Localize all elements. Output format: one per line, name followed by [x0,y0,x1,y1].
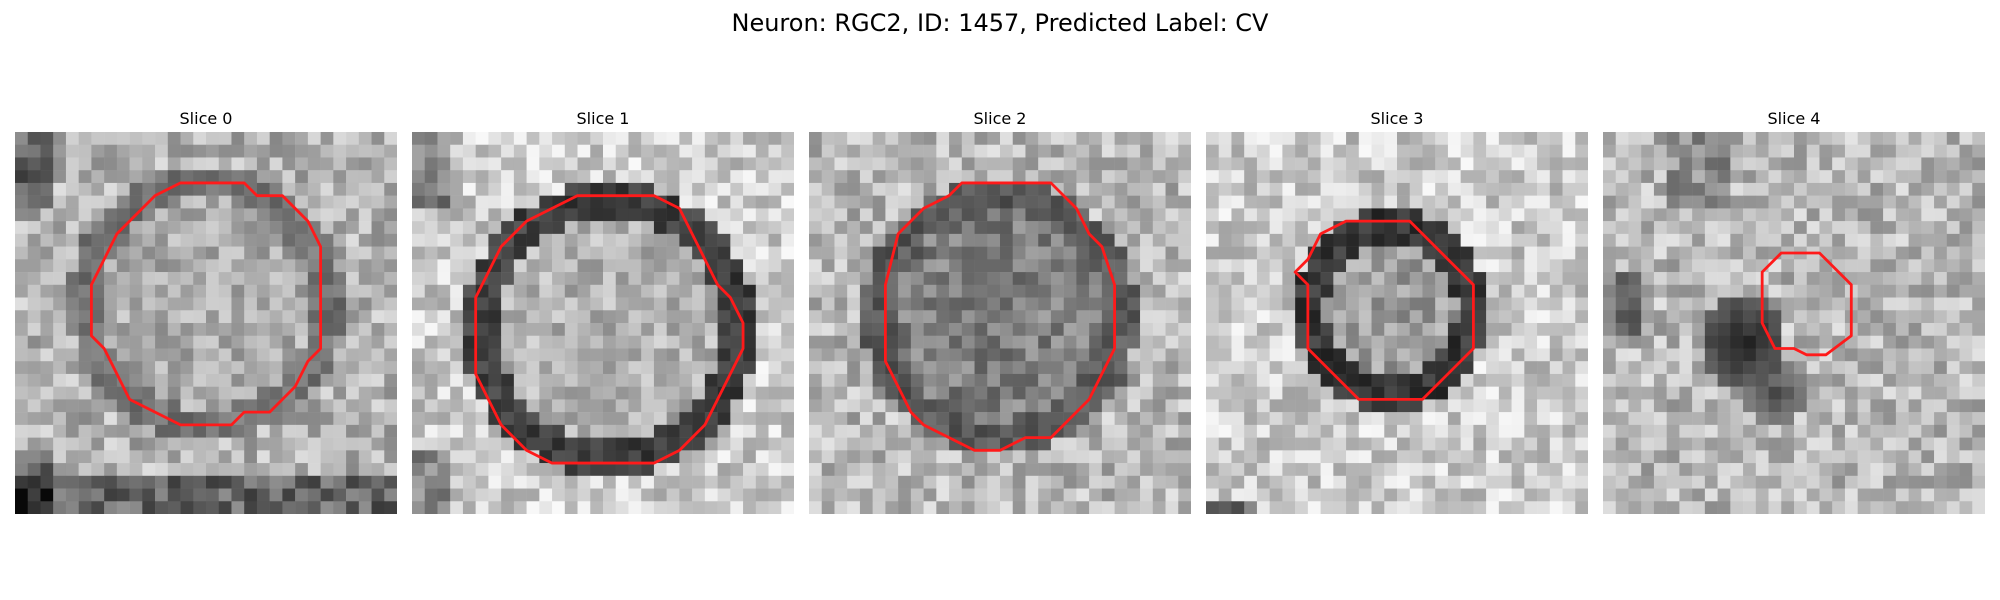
slice-panel-3: Slice 3 [1206,108,1588,514]
slice-title-2: Slice 2 [973,109,1027,128]
neuron-contour [1293,219,1475,401]
slice-title-4: Slice 4 [1767,109,1821,128]
slice-image-1 [412,132,794,514]
neuron-contour [474,194,745,465]
slice-pixels [1603,132,1985,514]
slice-pixels [15,132,397,514]
slice-panel-2: Slice 2 [809,108,1191,514]
neuron-contour [883,181,1117,452]
slice-title-3: Slice 3 [1370,109,1424,128]
slice-image-4 [1603,132,1985,514]
slice-image-2 [809,132,1191,514]
slice-title-1: Slice 1 [576,109,630,128]
slice-image-3 [1206,132,1588,514]
slice-pixels [1206,132,1588,514]
slice-panel-4: Slice 4 [1603,108,1985,514]
figure-title: Neuron: RGC2, ID: 1457, Predicted Label:… [731,9,1269,37]
slice-title-0: Slice 0 [179,109,233,128]
slice-panel-1: Slice 1 [412,108,794,514]
slice-pixels [809,132,1191,514]
slice-pixels [412,132,794,514]
neuron-contour [1760,251,1853,357]
neuron-contour [89,181,323,427]
slice-panel-0: Slice 0 [15,108,397,514]
slice-image-0 [15,132,397,514]
